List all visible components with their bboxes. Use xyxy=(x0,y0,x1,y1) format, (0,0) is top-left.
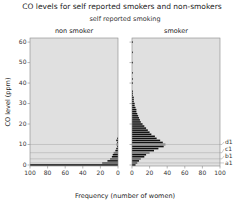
bar xyxy=(132,125,144,127)
bar xyxy=(132,136,155,138)
panel: smoker 0 20 40 60 80 100 xyxy=(130,27,226,176)
y-tick xyxy=(130,83,133,84)
y-tick xyxy=(130,164,133,165)
bar xyxy=(132,109,136,111)
bar xyxy=(112,156,118,158)
bar xyxy=(132,138,157,140)
y-tick xyxy=(28,144,31,145)
reference-line xyxy=(132,144,220,145)
bar xyxy=(30,164,118,166)
annotation: a1 xyxy=(225,159,233,166)
bar xyxy=(132,148,158,150)
x-tick-label: 20 xyxy=(146,169,154,176)
bar xyxy=(132,142,163,144)
x-axis-label: Frequency (number of women) xyxy=(75,192,175,200)
x-tick-label: 100 xyxy=(214,169,226,176)
panel-title: smoker xyxy=(164,27,188,35)
y-tick-label: 0 xyxy=(23,161,27,168)
x-tick-label: 0 xyxy=(116,169,120,176)
bar xyxy=(132,115,138,117)
x-tick-label: 40 xyxy=(79,169,87,176)
y-tick-label: 60 xyxy=(19,38,27,45)
frame xyxy=(132,38,220,166)
annotations: d1c1b1a1 xyxy=(220,138,233,166)
bar xyxy=(132,117,139,119)
bar xyxy=(132,164,136,166)
x-tick-label: 80 xyxy=(199,169,207,176)
y-tick xyxy=(28,62,31,63)
bar xyxy=(132,133,151,135)
y-tick xyxy=(130,62,133,63)
annotation: b1 xyxy=(225,152,233,159)
y-tick-label: 20 xyxy=(19,120,27,127)
x-tick-label: 20 xyxy=(97,169,105,176)
panel: non smoker0204060801000102030405060 xyxy=(19,27,120,176)
bar xyxy=(132,113,137,115)
reference-line xyxy=(30,144,118,145)
subtitle: self reported smoking xyxy=(89,15,160,23)
y-tick xyxy=(130,42,133,43)
plot-background xyxy=(30,38,118,166)
annotation-leader xyxy=(220,156,224,159)
frame xyxy=(30,38,118,166)
bar xyxy=(132,121,141,123)
y-tick xyxy=(28,83,31,84)
plot-area xyxy=(30,138,118,166)
reference-line xyxy=(132,158,220,159)
bar xyxy=(132,107,136,109)
panel-title: non smoker xyxy=(55,27,94,35)
bar xyxy=(132,140,160,142)
bar xyxy=(132,129,148,131)
x-tick-label: 60 xyxy=(61,169,69,176)
bar xyxy=(132,119,140,121)
x-tick-label: 0 xyxy=(130,169,134,176)
annotation-leader xyxy=(220,162,224,163)
reference-line xyxy=(30,158,118,159)
bar xyxy=(132,103,135,105)
bar xyxy=(132,150,154,152)
bar xyxy=(132,123,143,125)
bar xyxy=(132,160,139,162)
bar xyxy=(132,131,150,133)
bar xyxy=(132,127,146,129)
y-tick xyxy=(28,124,31,125)
bar xyxy=(132,154,146,156)
plot-area xyxy=(132,41,220,165)
y-tick-label: 40 xyxy=(19,79,27,86)
annotation-leader xyxy=(220,149,224,153)
annotation-leader xyxy=(220,142,224,144)
y-axis-label: CO level (ppm) xyxy=(4,78,12,127)
y-tick xyxy=(130,103,133,104)
reference-line xyxy=(30,162,118,163)
bar xyxy=(132,105,135,107)
x-tick-label: 80 xyxy=(44,169,52,176)
x-tick-label: 100 xyxy=(24,169,36,176)
bar xyxy=(132,111,136,113)
y-tick xyxy=(28,164,31,165)
x-tick-label: 40 xyxy=(163,169,171,176)
bar xyxy=(113,154,118,156)
y-tick xyxy=(130,124,133,125)
annotation: d1 xyxy=(225,138,233,145)
bar xyxy=(115,150,118,152)
bar xyxy=(132,156,144,158)
y-tick xyxy=(28,103,31,104)
y-tick xyxy=(28,42,31,43)
title: CO levels for self reported smokers and … xyxy=(22,2,221,11)
y-tick-label: 50 xyxy=(19,58,27,65)
y-tick xyxy=(130,144,133,145)
annotation: c1 xyxy=(225,145,232,152)
plot-background xyxy=(132,38,220,166)
reference-line xyxy=(132,162,220,163)
chart: CO levels for self reported smokers and … xyxy=(0,0,244,206)
x-tick-label: 60 xyxy=(181,169,189,176)
bar xyxy=(107,160,118,162)
y-tick-label: 10 xyxy=(19,140,27,147)
bar xyxy=(132,146,164,148)
y-tick-label: 30 xyxy=(19,99,27,106)
reference-line xyxy=(30,152,118,153)
reference-line xyxy=(132,152,220,153)
